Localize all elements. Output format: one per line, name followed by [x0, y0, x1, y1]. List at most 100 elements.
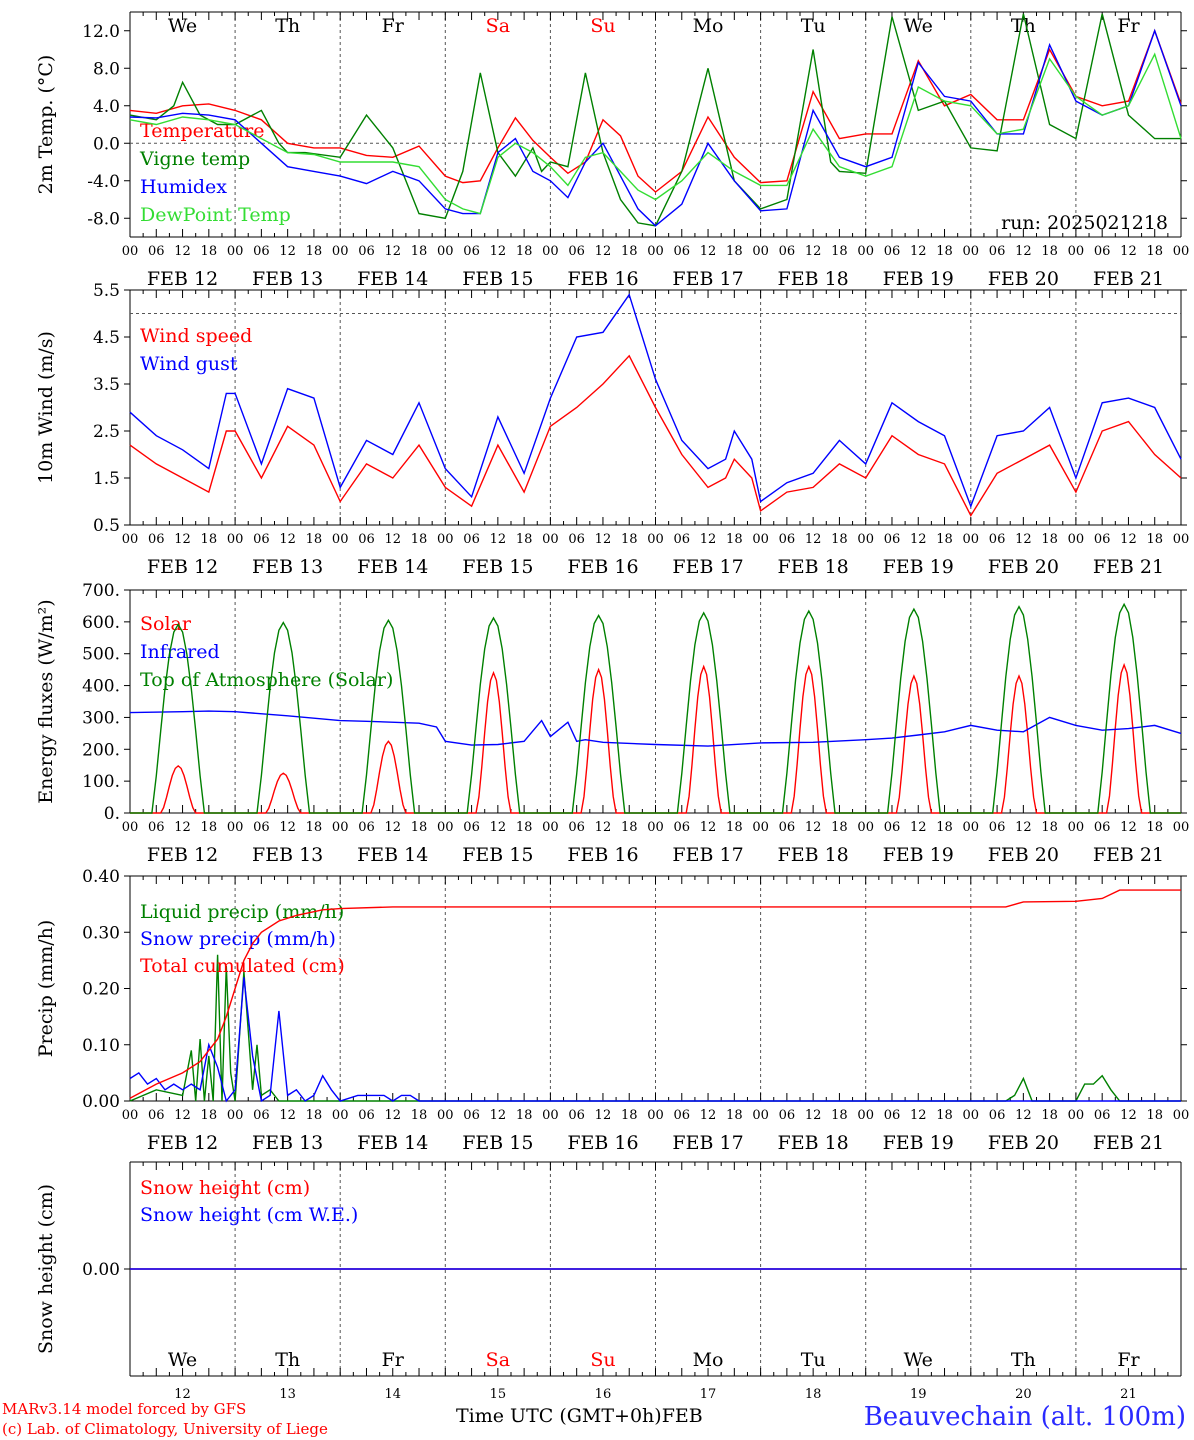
date-label: FEB 17 — [672, 268, 743, 290]
hour-tick-label: 00 — [1068, 244, 1085, 259]
hour-tick-label: 06 — [989, 532, 1006, 547]
hour-tick-label: 06 — [989, 1108, 1006, 1123]
hour-tick-label: 12 — [595, 532, 612, 547]
day-number-label: 21 — [1120, 1387, 1137, 1402]
hour-tick-label: 12 — [1015, 820, 1032, 835]
hour-tick-label: 18 — [306, 532, 323, 547]
date-label: FEB 17 — [672, 1132, 743, 1154]
date-label: FEB 12 — [147, 844, 218, 866]
hour-tick-label: 06 — [779, 244, 796, 259]
legend-entry: Infrared — [140, 641, 220, 663]
y-axis-label: Precip (mm/h) — [35, 920, 57, 1058]
date-label: FEB 20 — [988, 556, 1059, 578]
y-tick-label: 0.30 — [82, 923, 120, 943]
hour-tick-label: 18 — [621, 1108, 638, 1123]
hour-tick-label: 12 — [595, 820, 612, 835]
legend-entry: Total cumulated (cm) — [140, 955, 345, 977]
hour-tick-label: 18 — [516, 532, 533, 547]
weekday-label: Mo — [693, 1349, 724, 1371]
hour-tick-label: 18 — [936, 1108, 953, 1123]
date-label: FEB 15 — [462, 1132, 533, 1154]
hour-tick-label: 12 — [174, 820, 191, 835]
hour-tick-label: 12 — [279, 244, 296, 259]
series-line — [130, 602, 1181, 814]
hour-tick-label: 06 — [253, 532, 270, 547]
date-label: FEB 13 — [252, 1132, 323, 1154]
hour-tick-label: 00 — [963, 244, 980, 259]
series-line — [129, 28, 1182, 193]
date-label: FEB 20 — [988, 268, 1059, 290]
hour-tick-label: 18 — [306, 820, 323, 835]
hour-tick-label: 00 — [857, 1108, 874, 1123]
hour-tick-label: 18 — [936, 244, 953, 259]
hour-tick-label: 12 — [700, 244, 717, 259]
hour-tick-label: 18 — [411, 532, 428, 547]
hour-tick-label: 00 — [332, 1108, 349, 1123]
y-tick-label: 400. — [82, 677, 120, 697]
hour-tick-label: 00 — [437, 244, 454, 259]
date-label: FEB 14 — [357, 556, 428, 578]
hour-tick-label: 12 — [805, 820, 822, 835]
hour-tick-label: 00 — [963, 532, 980, 547]
hour-tick-label: 18 — [831, 1108, 848, 1123]
day-number-label: 20 — [1015, 1387, 1032, 1402]
hour-tick-label: 00 — [1068, 532, 1085, 547]
panel-1: 00 06 12 18 00 06 12 18 00 06 12 18 00 06 12 18 00 06 12 18… — [35, 11, 1190, 290]
hour-tick-label: 12 — [1015, 244, 1032, 259]
hour-tick-label: 06 — [884, 820, 901, 835]
date-label: FEB 18 — [778, 844, 849, 866]
weekday-label: Th — [1011, 15, 1036, 37]
hour-tick-label: 00 — [1173, 532, 1190, 547]
day-number-label: 17 — [700, 1387, 717, 1402]
hour-tick-label: 06 — [674, 820, 691, 835]
hour-tick-label: 12 — [1120, 244, 1137, 259]
day-number-label: 12 — [174, 1387, 191, 1402]
date-label: FEB 16 — [567, 1132, 638, 1154]
y-tick-label: 0.40 — [82, 867, 120, 887]
hour-tick-label: 06 — [358, 820, 375, 835]
hour-tick-label: 18 — [516, 820, 533, 835]
run-label: run: 2025021218 — [1001, 212, 1168, 234]
date-label: FEB 21 — [1093, 556, 1164, 578]
hour-tick-label: 12 — [384, 244, 401, 259]
y-tick-label: 300. — [82, 708, 120, 728]
hour-tick-label: 00 — [542, 1108, 559, 1123]
weekday-label: Fr — [382, 15, 405, 37]
hour-tick-label: 12 — [910, 532, 927, 547]
hour-tick-label: 06 — [463, 820, 480, 835]
hour-tick-label: 06 — [779, 820, 796, 835]
lab-credit: (c) Lab. of Climatology, University of L… — [2, 1420, 328, 1438]
hour-tick-label: 18 — [306, 1108, 323, 1123]
hour-tick-label: 06 — [779, 1108, 796, 1123]
y-tick-label: 600. — [82, 613, 120, 633]
date-label: FEB 13 — [252, 844, 323, 866]
y-axis-label: Snow height (cm) — [35, 1184, 57, 1354]
hour-tick-label: 06 — [148, 532, 165, 547]
hour-tick-label: 12 — [1120, 820, 1137, 835]
panel-2: 00 06 12 18 00 06 12 18 00 06 12 18 00 06 12 18 00 06 12 18… — [35, 281, 1189, 578]
weekday-label: We — [168, 15, 197, 37]
series-line — [129, 954, 1181, 1102]
hour-tick-label: 06 — [463, 1108, 480, 1123]
day-number-label: 16 — [595, 1387, 612, 1402]
y-tick-label: 12.0 — [82, 22, 120, 42]
hour-tick-label: 00 — [1173, 244, 1190, 259]
hour-tick-label: 06 — [358, 244, 375, 259]
y-tick-label: 100. — [82, 772, 120, 792]
hour-tick-label: 12 — [595, 244, 612, 259]
station-title: Beauvechain (alt. 100m) — [863, 1402, 1186, 1432]
date-label: FEB 19 — [883, 556, 954, 578]
hour-tick-label: 18 — [516, 244, 533, 259]
hour-tick-label: 12 — [805, 532, 822, 547]
day-number-label: 13 — [279, 1387, 296, 1402]
weekday-label: Fr — [382, 1349, 405, 1371]
hour-tick-label: 06 — [358, 1108, 375, 1123]
hour-tick-label: 18 — [726, 532, 743, 547]
hour-tick-label: 00 — [122, 532, 139, 547]
hour-tick-label: 12 — [490, 244, 507, 259]
legend-entry: Snow height (cm W.E.) — [140, 1204, 358, 1226]
legend-entry: DewPoint Temp — [140, 204, 291, 226]
hour-tick-label: 06 — [148, 820, 165, 835]
hour-tick-label: 12 — [1120, 532, 1137, 547]
hour-tick-label: 00 — [857, 820, 874, 835]
